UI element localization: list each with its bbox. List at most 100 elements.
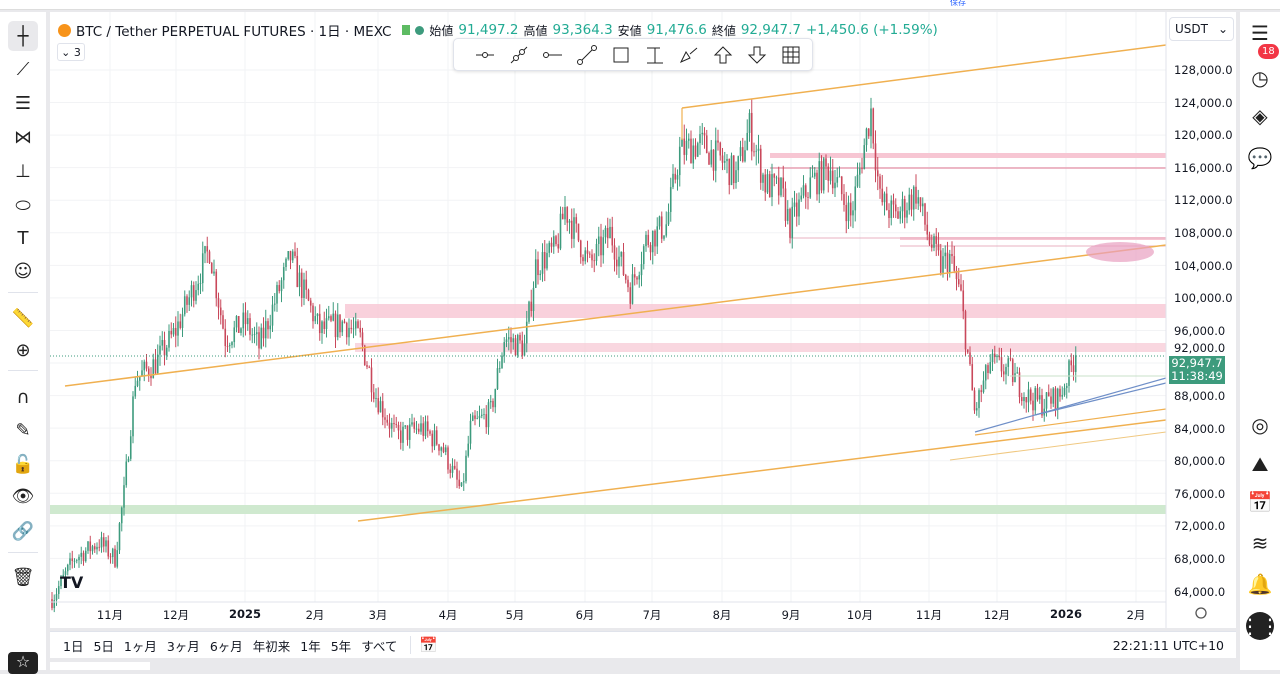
price-tick: 124,000.0 <box>1174 95 1233 110</box>
ray-icon[interactable] <box>540 42 566 68</box>
go-to-date-icon[interactable]: 📅 <box>419 636 439 654</box>
candle <box>201 253 204 284</box>
lock-drawings-icon[interactable]: ✎ <box>15 419 31 441</box>
candle <box>852 210 854 216</box>
trendline-blue <box>974 377 1167 433</box>
candle <box>928 234 931 245</box>
clock[interactable]: 22:21:11 UTC+10 <box>1112 637 1224 653</box>
price-range-icon[interactable] <box>642 42 668 68</box>
chart-area[interactable]: TV <box>50 12 1236 628</box>
alerts-clock-icon[interactable]: ◷ <box>1251 66 1269 90</box>
candle <box>298 272 301 288</box>
range-button[interactable]: 5年 <box>330 638 352 654</box>
range-button[interactable]: 3ヶ月 <box>166 638 200 654</box>
candle <box>87 541 89 551</box>
zoom-in-icon[interactable]: ⊕ <box>15 339 31 361</box>
candle <box>507 337 510 340</box>
parallel-lines-icon[interactable] <box>506 42 532 68</box>
rectangle-icon[interactable] <box>608 42 634 68</box>
measure-range-icon[interactable]: ⊥ <box>15 160 31 182</box>
candle <box>442 447 445 453</box>
candle <box>876 170 879 177</box>
candle <box>476 418 479 419</box>
trend-line-icon[interactable]: ⟋ <box>16 58 30 80</box>
ellipse-shape-icon[interactable]: ⬭ <box>15 194 31 216</box>
magnet-icon[interactable]: ∩ <box>16 386 30 408</box>
candle <box>267 321 269 330</box>
time-tick: 7月 <box>642 608 662 622</box>
candle <box>343 321 346 323</box>
candle <box>244 312 247 325</box>
range-button[interactable]: 年初来 <box>252 638 291 654</box>
price-change: +1,450.6 (+1.59%) <box>805 22 938 38</box>
candle <box>339 314 341 333</box>
range-button[interactable]: すべて <box>361 638 398 654</box>
brush-icon[interactable] <box>676 42 702 68</box>
ruler-icon[interactable]: 📏 <box>11 307 35 329</box>
chat-icon[interactable]: 💬 <box>1247 146 1273 170</box>
candle <box>195 290 197 301</box>
indicators-collapse-button[interactable]: ⌄ 3 <box>57 43 85 61</box>
candle <box>791 206 794 238</box>
symbol-title[interactable]: BTC / Tether PERPETUAL FUTURES · 1日 · ME… <box>76 24 392 40</box>
range-button[interactable]: 1ヶ月 <box>123 638 157 654</box>
candle <box>494 389 497 408</box>
grid-table-icon[interactable] <box>778 42 804 68</box>
range-bar: 1日 5日 1ヶ月 3ヶ月 6ヶ月 年初来 1年 5年 すべて 📅 22:21:11 UTC+1… <box>50 631 1236 658</box>
hide-eye-icon[interactable]: 👁 <box>11 485 35 507</box>
currency-select[interactable]: USDT ⌄ <box>1169 17 1234 41</box>
range-button[interactable]: 1日 <box>63 638 84 654</box>
crosshair-icon[interactable]: ┼ <box>8 21 38 51</box>
candle <box>861 168 863 170</box>
pattern-icon[interactable]: ⋈ <box>14 126 32 148</box>
trend-line-icon[interactable] <box>574 42 600 68</box>
range-button[interactable]: 1年 <box>300 638 321 654</box>
favorites-star-icon[interactable]: ☆ <box>8 652 38 674</box>
unlock-icon[interactable]: 🔓 <box>11 453 35 475</box>
candle <box>1009 358 1012 360</box>
candle <box>186 296 188 305</box>
candle <box>602 237 605 256</box>
candle <box>138 375 141 381</box>
arrow-down-icon[interactable] <box>744 42 770 68</box>
candle <box>399 430 402 443</box>
candle <box>816 172 818 195</box>
low-label: 安値 <box>617 23 642 38</box>
price-chart[interactable]: TV <box>50 12 1236 628</box>
notification-bell-icon[interactable]: 🔔 <box>1247 572 1273 596</box>
more-apps-icon[interactable]: ⋮⋮ <box>1240 612 1280 640</box>
price-tick: 92,000.0 <box>1174 341 1226 355</box>
range-button[interactable]: 5日 <box>93 638 114 654</box>
link-icon[interactable]: 🔗 <box>11 520 35 542</box>
candle <box>1018 372 1021 398</box>
candle <box>984 365 987 381</box>
candle <box>318 313 321 334</box>
candle <box>316 313 319 317</box>
emoji-icon[interactable]: ☺ <box>13 260 33 282</box>
candles <box>51 97 1077 613</box>
speedometer-icon[interactable]: ◎ <box>1251 413 1269 437</box>
candle <box>555 236 557 245</box>
candle <box>831 170 834 189</box>
layers-icon[interactable]: ◈ <box>1252 104 1268 128</box>
flag-icon[interactable] <box>402 25 411 35</box>
save-button[interactable]: 保存 <box>950 0 966 7</box>
arrow-up-icon[interactable] <box>710 42 736 68</box>
price-tick: 88,000.0 <box>1174 389 1226 403</box>
horizontal-ray-icon[interactable] <box>472 42 498 68</box>
trash-icon[interactable]: 🗑 <box>11 566 35 588</box>
text-icon[interactable]: T <box>17 227 29 249</box>
time-tick: 10月 <box>846 608 874 622</box>
range-button[interactable]: 6ヶ月 <box>209 638 243 654</box>
candle <box>541 252 544 274</box>
candle <box>1074 355 1077 373</box>
stream-icon[interactable]: ≋ <box>1251 531 1269 555</box>
candle <box>870 108 872 137</box>
parallel-channel-icon[interactable]: ☰ <box>14 92 32 114</box>
calendar-icon[interactable]: 📅 <box>1247 490 1273 514</box>
candle <box>687 138 690 141</box>
ideas-icon[interactable]: ⛰ <box>1251 452 1269 476</box>
candle <box>168 330 170 348</box>
candle <box>458 479 461 487</box>
watchlist-icon[interactable]: ☰ <box>1251 21 1269 45</box>
